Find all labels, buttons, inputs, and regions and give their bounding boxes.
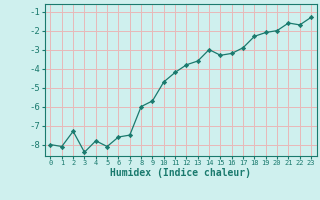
X-axis label: Humidex (Indice chaleur): Humidex (Indice chaleur) (110, 168, 251, 178)
